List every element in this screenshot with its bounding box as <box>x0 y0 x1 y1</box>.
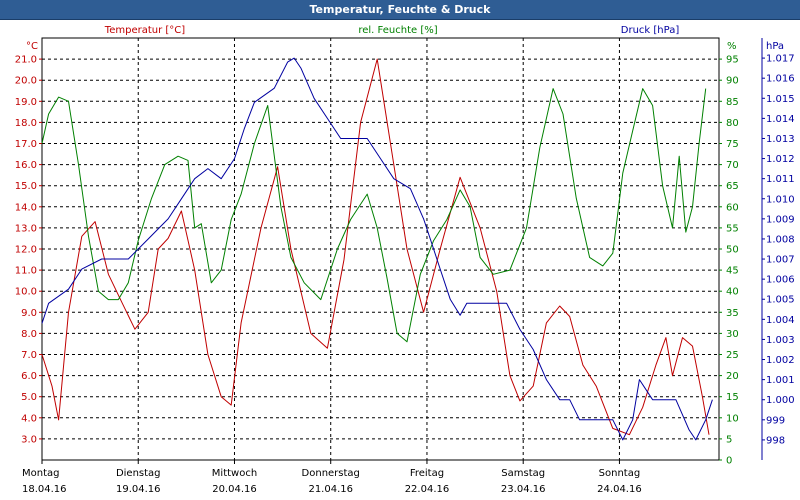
right-tick-label: 1.003 <box>766 335 795 346</box>
middle-tick-label: 20 <box>726 371 739 382</box>
left-axis-unit: °C <box>26 41 38 52</box>
right-tick-label: 1.007 <box>766 255 795 266</box>
right-axis-label: Druck [hPa] <box>621 25 680 36</box>
right-tick-label: 1.006 <box>766 275 795 286</box>
right-tick-label: 1.000 <box>766 395 795 406</box>
right-tick-label: 1.016 <box>766 74 795 85</box>
middle-tick-label: 15 <box>726 392 739 403</box>
x-label-day: Mittwoch <box>212 468 257 479</box>
left-tick-label: 16.0 <box>15 160 37 171</box>
x-label-date: 19.04.16 <box>116 484 161 495</box>
left-tick-label: 14.0 <box>15 202 37 213</box>
left-tick-label: 10.0 <box>15 287 37 298</box>
middle-tick-label: 55 <box>726 223 739 234</box>
middle-tick-label: 60 <box>726 202 739 213</box>
right-tick-label: 999 <box>766 415 785 426</box>
left-tick-label: 17.0 <box>15 139 37 150</box>
left-axis-label: Temperatur [°C] <box>104 25 185 36</box>
x-label-day: Samstag <box>501 468 545 479</box>
left-tick-label: 13.0 <box>15 223 37 234</box>
x-label-date: 24.04.16 <box>597 484 642 495</box>
right-tick-label: 1.013 <box>766 134 795 145</box>
left-tick-label: 7.0 <box>21 350 37 361</box>
window-title: Temperatur, Feuchte & Druck <box>0 0 800 20</box>
middle-tick-label: 35 <box>726 308 739 319</box>
middle-tick-label: 85 <box>726 97 739 108</box>
right-tick-label: 1.017 <box>766 54 795 65</box>
x-label-day: Freitag <box>410 468 444 479</box>
chart-grid <box>41 37 720 461</box>
left-tick-label: 3.0 <box>21 434 37 445</box>
middle-tick-label: 5 <box>726 434 732 445</box>
x-label-day: Montag <box>22 468 59 479</box>
left-tick-label: 15.0 <box>15 181 37 192</box>
left-tick-label: 5.0 <box>21 392 37 403</box>
left-tick-label: 6.0 <box>21 371 37 382</box>
right-tick-label: 1.008 <box>766 234 795 245</box>
chart-series <box>41 57 713 441</box>
right-tick-label: 1.012 <box>766 154 795 165</box>
left-tick-label: 18.0 <box>15 118 37 129</box>
middle-tick-label: 80 <box>726 118 739 129</box>
right-tick-label: 1.001 <box>766 375 795 386</box>
x-label-date: 20.04.16 <box>212 484 257 495</box>
middle-tick-label: 25 <box>726 350 739 361</box>
series-line-pressure <box>41 57 713 441</box>
right-tick-label: 1.009 <box>766 214 795 225</box>
left-tick-label: 9.0 <box>21 308 37 319</box>
right-tick-label: 1.010 <box>766 194 795 205</box>
axis-ticks: 3.0 4.0 5.0 6.0 7.0 8.0 9.0 10.0 11.0 12.0 13.0 14.… <box>15 38 795 467</box>
middle-tick-label: 10 <box>726 413 739 424</box>
series-line-humidity <box>41 88 707 343</box>
middle-tick-label: 30 <box>726 329 739 340</box>
middle-tick-label: 50 <box>726 245 739 256</box>
right-tick-label: 1.005 <box>766 295 795 306</box>
middle-tick-label: 95 <box>726 55 739 66</box>
x-label-date: 22.04.16 <box>405 484 450 495</box>
middle-tick-label: 75 <box>726 139 739 150</box>
middle-axis-label: rel. Feuchte [%] <box>358 25 437 36</box>
x-axis-labels: Montag 18.04.16 Dienstag 19.04.16 Mittwoch 20… <box>22 468 642 495</box>
x-label-day: Dienstag <box>116 468 161 479</box>
right-tick-label: 1.004 <box>766 315 795 326</box>
middle-tick-label: 45 <box>726 266 739 277</box>
middle-axis-unit: % <box>727 41 737 52</box>
middle-tick-label: 70 <box>726 160 739 171</box>
right-tick-label: 1.011 <box>766 174 795 185</box>
x-label-date: 18.04.16 <box>22 484 67 495</box>
middle-tick-label: 0 <box>726 456 732 467</box>
x-label-day: Donnerstag <box>302 468 360 479</box>
right-tick-label: 1.014 <box>766 114 795 125</box>
middle-tick-label: 90 <box>726 76 739 87</box>
left-tick-label: 20.0 <box>15 76 37 87</box>
middle-tick-label: 40 <box>726 287 739 298</box>
x-label-day: Sonntag <box>599 468 641 479</box>
right-tick-label: 998 <box>766 435 785 446</box>
x-label-date: 23.04.16 <box>501 484 546 495</box>
right-tick-label: 1.002 <box>766 355 795 366</box>
left-tick-label: 11.0 <box>15 266 37 277</box>
left-tick-label: 19.0 <box>15 97 37 108</box>
series-line-temperature <box>41 58 710 436</box>
left-tick-label: 12.0 <box>15 245 37 256</box>
right-axis-unit: hPa <box>766 41 784 52</box>
left-tick-label: 4.0 <box>21 413 37 424</box>
middle-tick-label: 65 <box>726 181 739 192</box>
left-tick-label: 8.0 <box>21 329 37 340</box>
x-label-date: 21.04.16 <box>308 484 353 495</box>
left-tick-label: 21.0 <box>15 55 37 66</box>
right-tick-label: 1.015 <box>766 94 795 105</box>
